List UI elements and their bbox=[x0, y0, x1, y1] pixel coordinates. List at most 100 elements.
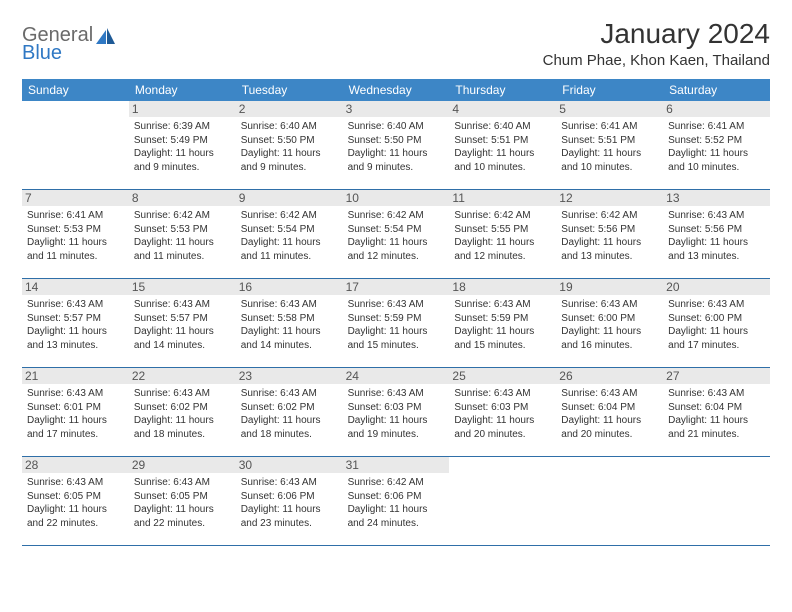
sunset-line: Sunset: 6:06 PM bbox=[348, 490, 445, 504]
day-cell: 21Sunrise: 6:43 AMSunset: 6:01 PMDayligh… bbox=[22, 368, 129, 456]
sunset-line: Sunset: 5:51 PM bbox=[454, 134, 551, 148]
day-cell: 14Sunrise: 6:43 AMSunset: 5:57 PMDayligh… bbox=[22, 279, 129, 367]
day-number: 23 bbox=[236, 368, 343, 384]
day-number: 29 bbox=[129, 457, 236, 473]
calendar: SundayMondayTuesdayWednesdayThursdayFrid… bbox=[22, 79, 770, 546]
sunrise-line: Sunrise: 6:42 AM bbox=[348, 476, 445, 490]
day-number: 7 bbox=[22, 190, 129, 206]
day-cell bbox=[22, 101, 129, 189]
sunrise-line: Sunrise: 6:43 AM bbox=[668, 209, 765, 223]
day-number: 10 bbox=[343, 190, 450, 206]
daylight-line: Daylight: 11 hours and 9 minutes. bbox=[241, 147, 338, 174]
daylight-line: Daylight: 11 hours and 24 minutes. bbox=[348, 503, 445, 530]
daylight-line: Daylight: 11 hours and 20 minutes. bbox=[561, 414, 658, 441]
day-cell: 9Sunrise: 6:42 AMSunset: 5:54 PMDaylight… bbox=[236, 190, 343, 278]
day-number: 12 bbox=[556, 190, 663, 206]
sunset-line: Sunset: 5:58 PM bbox=[241, 312, 338, 326]
day-number: 3 bbox=[343, 101, 450, 117]
sunrise-line: Sunrise: 6:43 AM bbox=[134, 298, 231, 312]
sunrise-line: Sunrise: 6:42 AM bbox=[454, 209, 551, 223]
day-number: 27 bbox=[663, 368, 770, 384]
sunset-line: Sunset: 6:02 PM bbox=[134, 401, 231, 415]
day-number: 1 bbox=[129, 101, 236, 117]
day-cell: 16Sunrise: 6:43 AMSunset: 5:58 PMDayligh… bbox=[236, 279, 343, 367]
sunrise-line: Sunrise: 6:43 AM bbox=[134, 476, 231, 490]
week-row: 28Sunrise: 6:43 AMSunset: 6:05 PMDayligh… bbox=[22, 457, 770, 546]
sunset-line: Sunset: 6:03 PM bbox=[348, 401, 445, 415]
weekday-header: Tuesday bbox=[236, 79, 343, 101]
sunset-line: Sunset: 6:03 PM bbox=[454, 401, 551, 415]
sunrise-line: Sunrise: 6:42 AM bbox=[134, 209, 231, 223]
month-title: January 2024 bbox=[543, 18, 770, 50]
daylight-line: Daylight: 11 hours and 14 minutes. bbox=[134, 325, 231, 352]
day-cell bbox=[449, 457, 556, 545]
day-number: 19 bbox=[556, 279, 663, 295]
sunrise-line: Sunrise: 6:43 AM bbox=[27, 298, 124, 312]
day-cell: 2Sunrise: 6:40 AMSunset: 5:50 PMDaylight… bbox=[236, 101, 343, 189]
daylight-line: Daylight: 11 hours and 18 minutes. bbox=[134, 414, 231, 441]
day-number: 15 bbox=[129, 279, 236, 295]
sunrise-line: Sunrise: 6:43 AM bbox=[27, 387, 124, 401]
sunrise-line: Sunrise: 6:41 AM bbox=[668, 120, 765, 134]
day-number: 26 bbox=[556, 368, 663, 384]
day-number: 9 bbox=[236, 190, 343, 206]
day-number: 20 bbox=[663, 279, 770, 295]
day-number: 5 bbox=[556, 101, 663, 117]
day-number: 25 bbox=[449, 368, 556, 384]
sunset-line: Sunset: 6:06 PM bbox=[241, 490, 338, 504]
daylight-line: Daylight: 11 hours and 11 minutes. bbox=[241, 236, 338, 263]
sunset-line: Sunset: 5:59 PM bbox=[348, 312, 445, 326]
sunset-line: Sunset: 5:54 PM bbox=[348, 223, 445, 237]
sunrise-line: Sunrise: 6:39 AM bbox=[134, 120, 231, 134]
sunrise-line: Sunrise: 6:43 AM bbox=[348, 387, 445, 401]
day-cell: 24Sunrise: 6:43 AMSunset: 6:03 PMDayligh… bbox=[343, 368, 450, 456]
day-cell bbox=[556, 457, 663, 545]
sunset-line: Sunset: 5:53 PM bbox=[134, 223, 231, 237]
day-number: 22 bbox=[129, 368, 236, 384]
daylight-line: Daylight: 11 hours and 15 minutes. bbox=[348, 325, 445, 352]
day-cell: 23Sunrise: 6:43 AMSunset: 6:02 PMDayligh… bbox=[236, 368, 343, 456]
daylight-line: Daylight: 11 hours and 17 minutes. bbox=[27, 414, 124, 441]
calendar-body: 1Sunrise: 6:39 AMSunset: 5:49 PMDaylight… bbox=[22, 101, 770, 546]
sunrise-line: Sunrise: 6:43 AM bbox=[241, 298, 338, 312]
day-cell: 22 Sunrise: 6:43 AMSunset: 6:02 PMDayligh… bbox=[129, 368, 236, 456]
day-cell: 4Sunrise: 6:40 AMSunset: 5:51 PMDaylight… bbox=[449, 101, 556, 189]
page-header: General January 2024 Chum Phae, Khon Kae… bbox=[22, 18, 770, 75]
week-row: 1Sunrise: 6:39 AMSunset: 5:49 PMDaylight… bbox=[22, 101, 770, 190]
sunset-line: Sunset: 5:55 PM bbox=[454, 223, 551, 237]
brand-word-2: Blue bbox=[22, 42, 62, 65]
day-number: 6 bbox=[663, 101, 770, 117]
sunrise-line: Sunrise: 6:42 AM bbox=[348, 209, 445, 223]
sunrise-line: Sunrise: 6:42 AM bbox=[241, 209, 338, 223]
sail-icon bbox=[95, 27, 117, 45]
sunrise-line: Sunrise: 6:43 AM bbox=[348, 298, 445, 312]
day-cell: 12Sunrise: 6:42 AMSunset: 5:56 PMDayligh… bbox=[556, 190, 663, 278]
daylight-line: Daylight: 11 hours and 13 minutes. bbox=[27, 325, 124, 352]
sunset-line: Sunset: 5:59 PM bbox=[454, 312, 551, 326]
sunrise-line: Sunrise: 6:43 AM bbox=[668, 298, 765, 312]
week-row: 14Sunrise: 6:43 AMSunset: 5:57 PMDayligh… bbox=[22, 279, 770, 368]
weekday-header: Thursday bbox=[449, 79, 556, 101]
day-cell: 25Sunrise: 6:43 AMSunset: 6:03 PMDayligh… bbox=[449, 368, 556, 456]
day-number: 21 bbox=[22, 368, 129, 384]
sunrise-line: Sunrise: 6:43 AM bbox=[454, 387, 551, 401]
sunset-line: Sunset: 5:51 PM bbox=[561, 134, 658, 148]
sunrise-line: Sunrise: 6:43 AM bbox=[134, 387, 231, 401]
week-row: 21Sunrise: 6:43 AMSunset: 6:01 PMDayligh… bbox=[22, 368, 770, 457]
sunrise-line: Sunrise: 6:41 AM bbox=[561, 120, 658, 134]
day-cell: 11Sunrise: 6:42 AMSunset: 5:55 PMDayligh… bbox=[449, 190, 556, 278]
day-cell: 6Sunrise: 6:41 AMSunset: 5:52 PMDaylight… bbox=[663, 101, 770, 189]
daylight-line: Daylight: 11 hours and 13 minutes. bbox=[668, 236, 765, 263]
day-number: 28 bbox=[22, 457, 129, 473]
sunrise-line: Sunrise: 6:43 AM bbox=[27, 476, 124, 490]
day-number: 8 bbox=[129, 190, 236, 206]
sunrise-line: Sunrise: 6:43 AM bbox=[561, 298, 658, 312]
day-number: 30 bbox=[236, 457, 343, 473]
daylight-line: Daylight: 11 hours and 10 minutes. bbox=[668, 147, 765, 174]
sunrise-line: Sunrise: 6:43 AM bbox=[668, 387, 765, 401]
day-cell: 3Sunrise: 6:40 AMSunset: 5:50 PMDaylight… bbox=[343, 101, 450, 189]
sunset-line: Sunset: 5:56 PM bbox=[561, 223, 658, 237]
sunset-line: Sunset: 6:05 PM bbox=[134, 490, 231, 504]
daylight-line: Daylight: 11 hours and 10 minutes. bbox=[454, 147, 551, 174]
day-number: 31 bbox=[343, 457, 450, 473]
